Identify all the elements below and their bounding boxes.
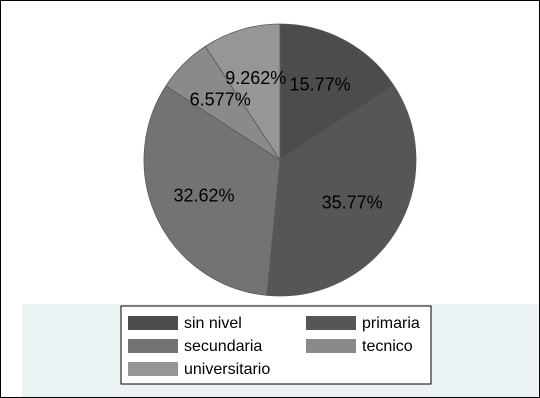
- slice-value-label-secundaria: 32.62%: [174, 185, 235, 205]
- pie-slice-labels: 15.77% 35.77% 32.62% 6.577%9.262%: [174, 68, 383, 212]
- pie-slice-sin-nivel: [279, 23, 395, 161]
- pie-slice-primaria: [266, 84, 417, 297]
- slice-value-label-sin-nivel: 15.77%: [290, 75, 351, 95]
- legend-swatch-primaria: [306, 316, 356, 330]
- legend-swatch-universitario: [128, 362, 178, 376]
- legend-swatch-tecnico: [306, 339, 356, 353]
- legend-label-secundaria: secundaria: [184, 338, 262, 355]
- legend-label-primaria: primaria: [362, 315, 420, 332]
- legend-swatch-sin-nivel: [128, 316, 178, 330]
- slice-value-label-tecnico: 6.577%: [190, 89, 251, 109]
- slice-value-label-primaria: 35.77%: [322, 192, 383, 212]
- pie-slice-universitario: [204, 23, 281, 162]
- legend-swatch-secundaria: [128, 339, 178, 353]
- pie-slices: [143, 23, 417, 297]
- legend-label-tecnico: tecnico: [362, 338, 413, 355]
- legend-label-universitario: universitario: [184, 361, 270, 378]
- slice-value-label-universitario: 9.262%: [225, 68, 286, 88]
- legend-label-sin-nivel: sin nivel: [184, 315, 242, 332]
- legend: sin nivel primaria secundaria tecnico univer…: [120, 305, 432, 385]
